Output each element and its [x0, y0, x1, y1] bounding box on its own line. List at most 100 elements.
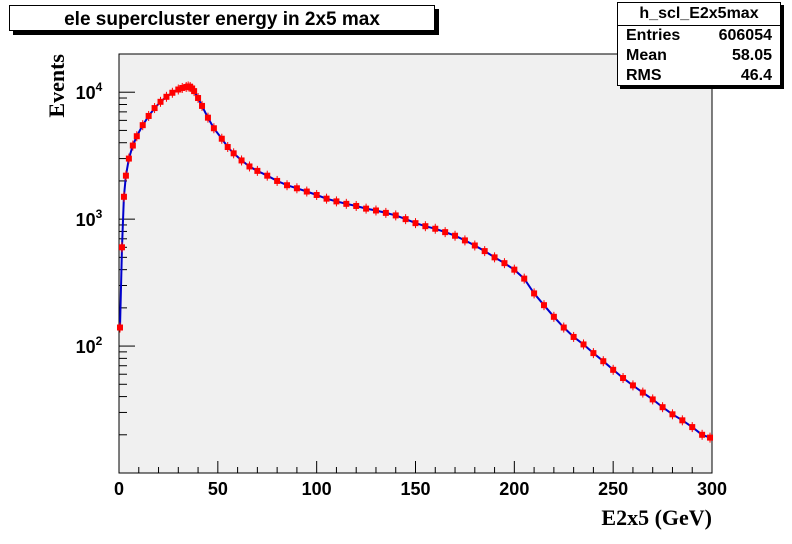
data-point — [679, 417, 686, 424]
data-point — [363, 205, 370, 212]
data-point — [639, 389, 646, 396]
data-point — [580, 341, 587, 348]
chart-title: ele supercluster energy in 2x5 max — [64, 9, 380, 30]
data-point — [659, 404, 666, 411]
data-point — [432, 225, 439, 232]
data-point — [293, 185, 300, 192]
data-point — [699, 431, 706, 438]
stats-box: h_scl_E2x5max Entries 606054 Mean 58.05 … — [617, 2, 781, 86]
x-tick-label: 150 — [400, 479, 430, 499]
data-point — [230, 150, 237, 157]
data-point — [353, 202, 360, 209]
data-point — [707, 434, 714, 441]
data-point — [540, 302, 547, 309]
data-point — [442, 229, 449, 236]
data-point — [151, 105, 158, 112]
stats-entries-label: Entries — [626, 27, 681, 44]
data-point — [118, 244, 125, 251]
data-point — [382, 209, 389, 216]
data-point — [133, 133, 140, 140]
plot-frame — [118, 53, 713, 474]
stats-row-entries: Entries 606054 — [626, 26, 772, 46]
data-point — [120, 193, 127, 200]
data-point — [570, 333, 577, 340]
chart-title-box: ele supercluster energy in 2x5 max — [9, 5, 435, 31]
data-point — [195, 95, 202, 102]
data-point — [238, 157, 245, 164]
data-point — [175, 86, 182, 93]
x-tick-label: 300 — [697, 479, 727, 499]
data-point — [139, 122, 146, 129]
x-tick-label: 0 — [114, 479, 124, 499]
data-point — [402, 216, 409, 223]
y-axis-title: Events — [44, 54, 69, 118]
data-point — [264, 172, 271, 179]
data-point — [610, 366, 617, 373]
data-point — [649, 396, 656, 403]
data-point — [129, 142, 136, 149]
data-point — [471, 242, 478, 249]
data-point — [550, 313, 557, 320]
data-point — [501, 260, 508, 267]
data-point — [452, 232, 459, 239]
data-point — [491, 254, 498, 261]
data-point — [122, 172, 129, 179]
data-point — [274, 177, 281, 184]
data-point — [481, 248, 488, 255]
x-tick-label: 100 — [302, 479, 332, 499]
data-point — [254, 167, 261, 174]
data-point — [313, 191, 320, 198]
data-point — [620, 375, 627, 382]
data-point — [179, 84, 186, 91]
x-tick-label: 50 — [208, 479, 228, 499]
data-point — [191, 88, 198, 95]
data-point — [210, 125, 217, 132]
data-point — [323, 195, 330, 202]
y-tick-label: 102 — [76, 334, 103, 357]
data-point — [284, 182, 291, 189]
data-point — [372, 207, 379, 214]
data-point — [145, 112, 152, 119]
data-point — [521, 275, 528, 282]
x-axis-ticks: 0 50 100 150 200 250 300 — [114, 461, 727, 499]
data-point — [246, 163, 253, 170]
data-point — [157, 98, 164, 105]
data-point — [422, 223, 429, 230]
x-tick-label: 200 — [499, 479, 529, 499]
stats-rms-value: 46.4 — [740, 67, 772, 84]
data-point — [461, 237, 468, 244]
data-point — [531, 290, 538, 297]
data-point — [199, 102, 206, 109]
data-point — [629, 382, 636, 389]
data-point — [511, 266, 518, 273]
data-point — [169, 89, 176, 96]
stats-mean-value: 58.05 — [731, 47, 772, 64]
data-point — [343, 200, 350, 207]
data-point — [163, 93, 170, 100]
stats-entries-value: 606054 — [718, 27, 772, 44]
data-point — [669, 411, 676, 418]
data-point — [116, 324, 123, 331]
data-point — [218, 135, 225, 142]
y-tick-label: 104 — [76, 80, 103, 103]
data-point — [224, 144, 231, 151]
data-point — [590, 350, 597, 357]
data-point — [204, 114, 211, 121]
stats-row-rms: RMS 46.4 — [626, 66, 772, 86]
y-tick-label: 103 — [76, 207, 103, 230]
data-point — [303, 188, 310, 195]
data-point — [412, 220, 419, 227]
stats-histogram-name: h_scl_E2x5max — [618, 3, 780, 26]
data-point — [689, 424, 696, 431]
x-axis-title: E2x5 (GeV) — [601, 505, 712, 530]
x-tick-label: 250 — [598, 479, 628, 499]
data-point — [600, 358, 607, 365]
data-point — [560, 324, 567, 331]
data-point — [392, 212, 399, 219]
stats-mean-label: Mean — [626, 47, 667, 64]
series-markers — [116, 81, 714, 443]
data-point — [333, 198, 340, 205]
data-point — [125, 155, 132, 162]
stats-rms-label: RMS — [626, 67, 662, 84]
